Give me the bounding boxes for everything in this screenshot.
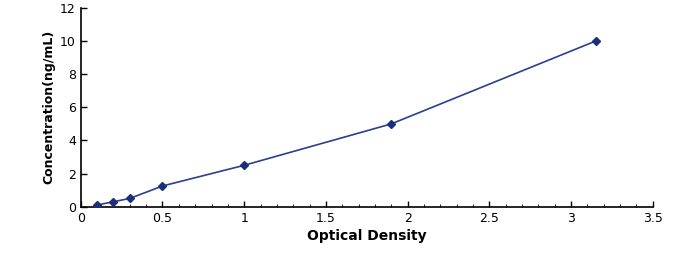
X-axis label: Optical Density: Optical Density — [307, 229, 427, 243]
Y-axis label: Concentration(ng/mL): Concentration(ng/mL) — [43, 30, 56, 184]
